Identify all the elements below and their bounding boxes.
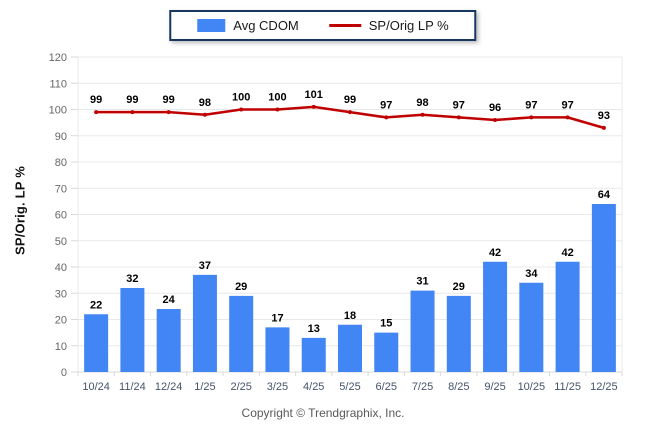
legend-label-avg-cdom: Avg CDOM	[233, 18, 299, 33]
line-point	[94, 110, 99, 115]
line-value-label: 99	[344, 94, 356, 106]
bar	[555, 261, 580, 372]
bar	[446, 295, 471, 372]
line-value-label: 97	[525, 99, 537, 111]
bar	[410, 290, 435, 372]
bar	[120, 288, 145, 372]
line-point	[239, 107, 244, 112]
line-value-label: 96	[489, 102, 501, 114]
line-value-label: 101	[305, 89, 323, 101]
bar-value-label: 17	[271, 312, 283, 324]
x-tick-label: 10/25	[518, 381, 546, 393]
y-axis-title: SP/Orig. LP %	[12, 165, 28, 256]
line-value-label: 98	[199, 97, 211, 109]
line-value-label: 97	[380, 99, 392, 111]
line-point	[565, 115, 570, 120]
y-tick-label: 70	[55, 183, 67, 195]
bar-value-label: 24	[163, 294, 176, 306]
bar	[265, 327, 290, 372]
x-tick-label: 11/24	[119, 381, 146, 393]
legend-item-avg-cdom: Avg CDOM	[197, 18, 299, 33]
line-value-label: 93	[598, 110, 610, 122]
line-point	[275, 107, 280, 112]
line-value-label: 99	[126, 94, 138, 106]
bar	[519, 282, 544, 372]
x-tick-label: 3/25	[267, 381, 288, 393]
bar	[591, 204, 616, 372]
bar	[192, 274, 217, 372]
bar-value-label: 42	[561, 247, 573, 259]
bar	[229, 295, 254, 372]
y-tick-label: 120	[49, 52, 67, 64]
line-point	[601, 125, 606, 130]
x-tick-label: 12/24	[155, 381, 183, 393]
legend-label-sp-orig-lp: SP/Orig LP %	[368, 18, 449, 33]
bar-value-label: 15	[380, 318, 392, 330]
bar-value-label: 29	[235, 281, 247, 293]
bar-value-label: 18	[344, 310, 356, 322]
bar	[301, 337, 326, 372]
bar-value-label: 64	[598, 189, 611, 201]
line-point	[166, 110, 171, 115]
bar-value-label: 22	[90, 299, 102, 311]
x-tick-label: 4/25	[303, 381, 324, 393]
line-point	[493, 118, 498, 122]
line-value-label: 97	[453, 99, 465, 111]
y-tick-label: 100	[49, 105, 67, 117]
x-tick-label: 6/25	[376, 381, 397, 393]
x-tick-label: 8/25	[448, 381, 469, 393]
line-point	[456, 115, 461, 120]
bar-value-label: 31	[416, 276, 428, 288]
x-tick-label: 12/25	[590, 381, 618, 393]
line-value-label: 99	[90, 94, 102, 106]
line-value-label: 100	[232, 92, 250, 104]
chart-legend: Avg CDOM SP/Orig LP %	[169, 10, 477, 41]
line-point	[529, 115, 534, 120]
bar-value-label: 32	[126, 273, 138, 285]
x-tick-label: 5/25	[339, 381, 360, 393]
bar	[483, 261, 508, 372]
line-point	[384, 115, 389, 120]
y-tick-label: 90	[55, 131, 67, 143]
line-point	[311, 104, 316, 109]
y-tick-label: 80	[55, 157, 67, 169]
line-point	[420, 112, 425, 117]
x-tick-label: 11/25	[554, 381, 581, 393]
y-tick-label: 110	[49, 78, 67, 90]
x-tick-label: 9/25	[484, 381, 505, 393]
y-tick-label: 60	[55, 210, 67, 222]
bar-value-label: 37	[199, 260, 211, 272]
y-tick-label: 0	[61, 367, 67, 379]
x-tick-label: 7/25	[412, 381, 433, 393]
line-point	[202, 112, 207, 117]
bar	[84, 314, 109, 372]
line-value-label: 99	[163, 94, 175, 106]
bar-value-label: 29	[453, 281, 465, 293]
x-tick-label: 10/24	[82, 381, 110, 393]
line-point	[348, 110, 352, 115]
y-tick-label: 30	[55, 288, 67, 300]
x-tick-label: 2/25	[230, 381, 251, 393]
y-tick-label: 40	[55, 262, 67, 274]
bar-value-label: 42	[489, 247, 501, 259]
y-tick-label: 10	[55, 341, 67, 353]
line-value-label: 100	[268, 92, 286, 104]
y-tick-label: 50	[55, 236, 67, 248]
line-swatch-icon	[328, 24, 361, 27]
line-value-label: 97	[561, 99, 573, 111]
x-tick-label: 1/25	[194, 381, 215, 393]
bar-value-label: 13	[308, 323, 320, 335]
bar	[374, 332, 399, 372]
bar	[338, 324, 362, 372]
y-tick-label: 20	[55, 315, 67, 327]
line-point	[130, 110, 135, 115]
legend-item-sp-orig-lp: SP/Orig LP %	[328, 18, 449, 33]
copyright-text: Copyright © Trendgraphix, Inc.	[241, 406, 405, 420]
bar	[156, 309, 181, 372]
line-value-label: 98	[416, 97, 428, 109]
bar-value-label: 34	[525, 268, 538, 280]
bar-swatch-icon	[197, 19, 226, 32]
